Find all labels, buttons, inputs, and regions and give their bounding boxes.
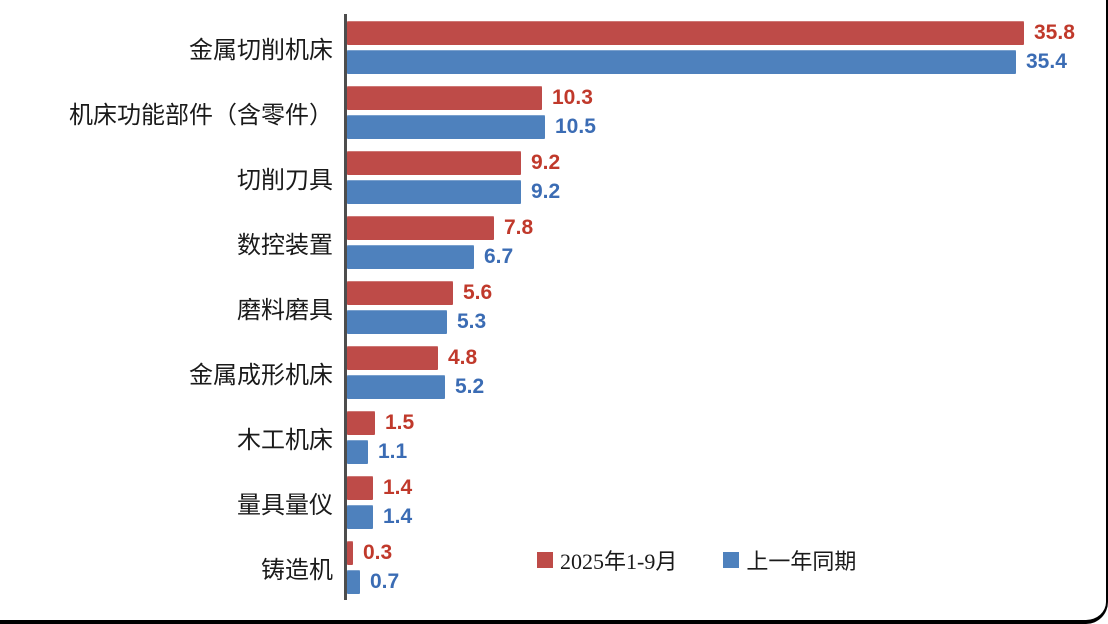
category-label: 数控装置 xyxy=(237,233,333,259)
bar-line: 1.4 xyxy=(347,505,1106,529)
legend-swatch-icon xyxy=(537,552,553,568)
category-label: 木工机床 xyxy=(237,428,333,454)
bar-series-2025 xyxy=(347,541,353,565)
bar-value-label: 10.5 xyxy=(555,115,596,138)
category-row: 数控装置 7.8 6.7 xyxy=(0,210,1106,275)
bar-value-label: 0.3 xyxy=(363,541,393,564)
bar-line: 10.5 xyxy=(347,115,1106,139)
bar-group: 1.5 1.1 xyxy=(347,405,1106,470)
bar-value-label: 10.3 xyxy=(552,86,593,109)
bar-series-prev-year xyxy=(347,375,445,399)
bar-group: 4.8 5.2 xyxy=(347,340,1106,405)
bar-value-label: 1.5 xyxy=(385,411,415,434)
category-label: 铸造机 xyxy=(261,558,333,584)
bar-value-label: 7.8 xyxy=(504,216,534,239)
bar-line: 0.7 xyxy=(347,570,1106,594)
bar-series-2025 xyxy=(347,411,375,435)
bar-series-2025 xyxy=(347,21,1024,45)
category-label: 金属切削机床 xyxy=(189,38,333,64)
bar-value-label: 35.4 xyxy=(1026,50,1067,73)
bar-group: 35.8 35.4 xyxy=(347,15,1106,80)
legend: 2025年1-9月 上一年同期 xyxy=(537,544,856,576)
bar-value-label: 5.2 xyxy=(455,375,485,398)
category-row: 木工机床 1.5 1.1 xyxy=(0,405,1106,470)
category-row: 磨料磨具 5.6 5.3 xyxy=(0,275,1106,340)
bar-line: 35.8 xyxy=(347,21,1106,45)
bar-value-label: 5.3 xyxy=(457,310,487,333)
bar-series-prev-year xyxy=(347,245,474,269)
bar-value-label: 9.2 xyxy=(531,151,561,174)
category-row: 金属切削机床 35.8 35.4 xyxy=(0,15,1106,80)
bar-series-prev-year xyxy=(347,310,447,334)
bar-value-label: 1.4 xyxy=(383,505,413,528)
bar-value-label: 6.7 xyxy=(484,245,514,268)
category-row: 金属成形机床 4.8 5.2 xyxy=(0,340,1106,405)
bar-value-label: 5.6 xyxy=(463,281,493,304)
bar-value-label: 1.1 xyxy=(378,440,408,463)
bar-group: 9.2 9.2 xyxy=(347,145,1106,210)
bar-line: 1.5 xyxy=(347,411,1106,435)
legend-label: 2025年1-9月 xyxy=(560,549,678,574)
bar-line: 1.1 xyxy=(347,440,1106,464)
bar-line: 0.3 xyxy=(347,541,1106,565)
bar-series-2025 xyxy=(347,476,373,500)
y-axis-line xyxy=(344,14,347,600)
bar-value-label: 4.8 xyxy=(448,346,478,369)
category-row: 机床功能部件（含零件） 10.3 10.5 xyxy=(0,80,1106,145)
legend-swatch-icon xyxy=(723,552,740,568)
bar-series-prev-year xyxy=(347,570,360,594)
category-label: 机床功能部件（含零件） xyxy=(69,103,333,129)
bar-series-2025 xyxy=(347,86,542,110)
legend-item: 上一年同期 xyxy=(723,544,856,576)
bar-series-prev-year xyxy=(347,50,1016,74)
category-label: 切削刀具 xyxy=(237,168,333,194)
bar-chart-plot: 金属切削机床 35.8 35.4 机床功能部件（含零件） 10.3 10.5 切削刀具 9.2… xyxy=(0,15,1106,600)
bar-line: 10.3 xyxy=(347,86,1106,110)
bar-value-label: 0.7 xyxy=(370,570,400,593)
category-label: 量具量仪 xyxy=(237,493,333,519)
bar-line: 9.2 xyxy=(347,151,1106,175)
category-label: 磨料磨具 xyxy=(237,298,333,324)
bar-group: 0.3 0.7 xyxy=(347,535,1106,600)
bar-series-2025 xyxy=(347,151,521,175)
bar-group: 10.3 10.5 xyxy=(347,80,1106,145)
category-row: 切削刀具 9.2 9.2 xyxy=(0,145,1106,210)
bar-value-label: 9.2 xyxy=(531,180,561,203)
bar-series-prev-year xyxy=(347,180,521,204)
bar-series-prev-year xyxy=(347,440,368,464)
bar-line: 1.4 xyxy=(347,476,1106,500)
bar-group: 7.8 6.7 xyxy=(347,210,1106,275)
bar-line: 6.7 xyxy=(347,245,1106,269)
category-row: 铸造机 0.3 0.7 xyxy=(0,535,1106,600)
legend-label: 上一年同期 xyxy=(746,549,857,574)
bar-series-2025 xyxy=(347,281,453,305)
bar-line: 7.8 xyxy=(347,216,1106,240)
legend-item: 2025年1-9月 xyxy=(537,544,677,576)
bar-value-label: 35.8 xyxy=(1034,21,1075,44)
bar-line: 5.2 xyxy=(347,375,1106,399)
bar-series-2025 xyxy=(347,346,438,370)
bar-series-prev-year xyxy=(347,115,545,139)
bar-line: 5.6 xyxy=(347,281,1106,305)
bar-line: 35.4 xyxy=(347,50,1106,74)
bar-group: 5.6 5.3 xyxy=(347,275,1106,340)
bar-series-2025 xyxy=(347,216,494,240)
bar-line: 4.8 xyxy=(347,346,1106,370)
bar-group: 1.4 1.4 xyxy=(347,470,1106,535)
bar-series-prev-year xyxy=(347,505,373,529)
category-label: 金属成形机床 xyxy=(189,363,333,389)
bar-line: 9.2 xyxy=(347,180,1106,204)
bar-line: 5.3 xyxy=(347,310,1106,334)
bar-value-label: 1.4 xyxy=(383,476,413,499)
category-row: 量具量仪 1.4 1.4 xyxy=(0,470,1106,535)
